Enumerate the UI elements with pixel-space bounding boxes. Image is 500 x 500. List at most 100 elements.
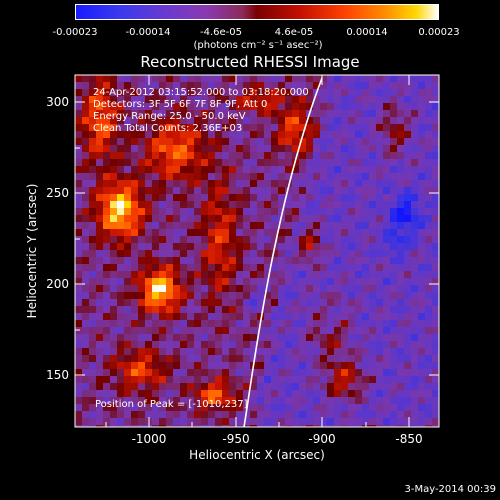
image-pixel (180, 229, 188, 237)
image-pixel (103, 390, 111, 398)
image-pixel (348, 103, 356, 111)
image-pixel (397, 313, 405, 321)
image-pixel (355, 187, 363, 195)
image-pixel (425, 348, 433, 356)
image-pixel (145, 313, 153, 321)
image-pixel (369, 369, 377, 377)
image-pixel (215, 334, 223, 342)
image-pixel (292, 166, 300, 174)
image-pixel (327, 131, 335, 139)
image-pixel (425, 327, 433, 335)
image-pixel (222, 75, 230, 83)
image-pixel (362, 292, 370, 300)
image-pixel (201, 425, 209, 427)
image-pixel (425, 397, 433, 405)
image-pixel (320, 362, 328, 370)
image-pixel (117, 208, 125, 216)
image-pixel (159, 355, 167, 363)
image-pixel (411, 236, 419, 244)
image-pixel (201, 173, 209, 181)
image-pixel (96, 89, 104, 97)
image-pixel (306, 187, 314, 195)
image-pixel (376, 124, 384, 132)
image-pixel (110, 271, 118, 279)
image-pixel (432, 75, 439, 83)
image-pixel (404, 425, 412, 427)
image-pixel (271, 215, 279, 223)
image-pixel (383, 222, 391, 230)
image-pixel (425, 187, 433, 195)
image-pixel (145, 320, 153, 328)
image-pixel (75, 334, 83, 342)
image-pixel (243, 390, 251, 398)
image-pixel (229, 313, 237, 321)
image-pixel (348, 89, 356, 97)
image-pixel (243, 159, 251, 167)
image-pixel (257, 390, 265, 398)
image-pixel (103, 334, 111, 342)
image-pixel (229, 257, 237, 265)
image-pixel (117, 201, 125, 209)
image-pixel (222, 278, 230, 286)
image-pixel (110, 208, 118, 216)
image-pixel (82, 208, 90, 216)
image-pixel (145, 264, 153, 272)
image-pixel (145, 278, 153, 286)
image-pixel (390, 271, 398, 279)
image-pixel (117, 124, 125, 132)
image-pixel (236, 327, 244, 335)
image-pixel (152, 271, 160, 279)
image-pixel (257, 201, 265, 209)
image-pixel (117, 194, 125, 202)
image-pixel (117, 152, 125, 160)
image-pixel (201, 75, 209, 83)
image-pixel (397, 369, 405, 377)
image-pixel (320, 341, 328, 349)
image-pixel (257, 208, 265, 216)
image-pixel (327, 145, 335, 153)
image-pixel (376, 334, 384, 342)
image-pixel (299, 243, 307, 251)
image-pixel (285, 166, 293, 174)
image-pixel (250, 131, 258, 139)
image-pixel (117, 327, 125, 335)
image-pixel (292, 362, 300, 370)
image-pixel (243, 250, 251, 258)
image-pixel (166, 180, 174, 188)
image-pixel (152, 362, 160, 370)
image-pixel (348, 425, 356, 427)
image-pixel (117, 215, 125, 223)
image-pixel (292, 194, 300, 202)
image-pixel (75, 166, 83, 174)
image-pixel (404, 355, 412, 363)
image-pixel (208, 418, 216, 426)
image-pixel (159, 89, 167, 97)
image-pixel (341, 117, 349, 125)
image-pixel (152, 257, 160, 265)
image-pixel (341, 75, 349, 83)
image-pixel (82, 124, 90, 132)
image-pixel (257, 285, 265, 293)
image-pixel (292, 376, 300, 384)
image-pixel (236, 82, 244, 90)
image-pixel (229, 327, 237, 335)
image-pixel (292, 96, 300, 104)
image-pixel (180, 145, 188, 153)
image-pixel (208, 117, 216, 125)
image-pixel (404, 369, 412, 377)
image-pixel (376, 236, 384, 244)
image-pixel (285, 369, 293, 377)
image-pixel (152, 75, 160, 83)
image-pixel (166, 320, 174, 328)
image-pixel (75, 285, 83, 293)
image-pixel (138, 236, 146, 244)
image-pixel (278, 243, 286, 251)
image-pixel (117, 390, 125, 398)
image-pixel (201, 348, 209, 356)
image-pixel (194, 376, 202, 384)
image-pixel (411, 348, 419, 356)
image-pixel (292, 425, 300, 427)
image-pixel (208, 348, 216, 356)
image-pixel (292, 383, 300, 391)
image-pixel (166, 89, 174, 97)
